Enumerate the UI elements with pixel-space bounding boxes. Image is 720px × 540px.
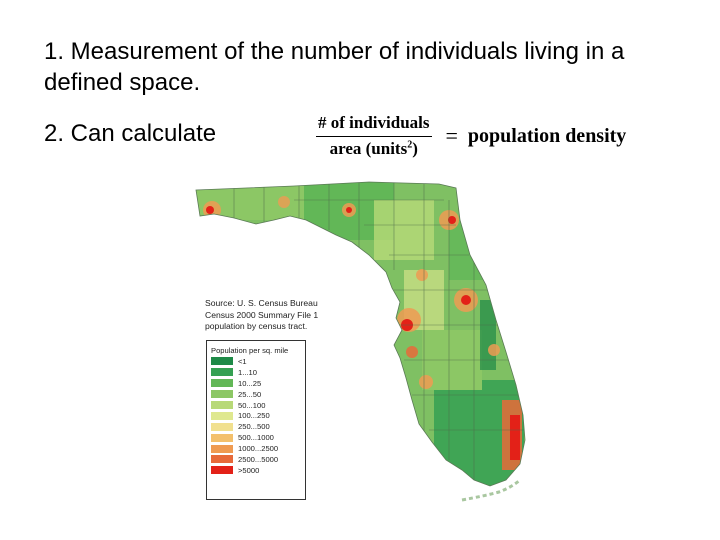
florida-landmass (195, 181, 526, 502)
legend-label: 2500...5000 (238, 454, 279, 464)
source-line: Census 2000 Summary File 1 (205, 309, 319, 320)
legend-label: 250...500 (238, 422, 270, 432)
legend-item: <1 (211, 356, 305, 367)
florida-map-graphic (195, 181, 526, 502)
legend-rows: <1 1...10 10...25 25...50 50...100 100...250 2… (211, 356, 305, 476)
legend-swatch (211, 357, 233, 366)
legend-label: <1 (238, 356, 247, 366)
legend-item: 10...25 (211, 378, 305, 389)
formula-numerator: # of individuals (316, 113, 432, 137)
source-line: population by census tract. (205, 321, 308, 331)
legend-swatch (211, 466, 233, 475)
legend-label: 500...1000 (238, 433, 274, 443)
source-line: Source: U. S. Census Bureau (205, 298, 318, 308)
legend-item: 25...50 (211, 389, 305, 400)
legend-swatch (211, 411, 233, 420)
formula-denominator-close: ) (412, 139, 418, 158)
legend-item: >5000 (211, 465, 305, 476)
legend-swatch (211, 433, 233, 442)
map-legend: Population per sq. mile <1 1...10 10...25 2… (206, 340, 306, 500)
legend-label: 50...100 (238, 400, 266, 410)
legend-item: 250...500 (211, 421, 305, 432)
legend-label: 25...50 (238, 389, 262, 399)
legend-item: 100...250 (211, 410, 305, 421)
legend-item: 1...10 (211, 367, 305, 378)
legend-label: 100...250 (238, 411, 270, 421)
formula-fraction: # of individuals area (units2) (316, 113, 432, 159)
map-source-note: Source: U. S. Census Bureau Census 2000 … (205, 298, 345, 333)
legend-item: 500...1000 (211, 432, 305, 443)
bullet-point-1: 1. Measurement of the number of individu… (44, 38, 625, 96)
legend-label: 10...25 (238, 378, 262, 388)
legend-label: 1000...2500 (238, 444, 279, 454)
florida-keys (461, 478, 521, 502)
population-density-formula: # of individuals area (units2) = populat… (316, 112, 626, 160)
formula-equals: = (445, 123, 458, 148)
legend-swatch (211, 390, 233, 399)
legend-label: >5000 (238, 465, 260, 475)
legend-swatch (211, 368, 233, 377)
legend-swatch (211, 422, 233, 431)
legend-item: 1000...2500 (211, 443, 305, 454)
bullet-point-2: 2. Can calculate (44, 120, 217, 147)
formula-result: population density (467, 124, 627, 147)
legend-item: 50...100 (211, 400, 305, 411)
legend-swatch (211, 379, 233, 388)
florida-population-map: Source: U. S. Census Bureau Census 2000 … (194, 180, 566, 528)
formula-exponent: 2 (407, 139, 413, 151)
formula-denominator-text: area (units (329, 139, 408, 158)
legend-label: 1...10 (238, 367, 257, 377)
legend-item: 2500...5000 (211, 454, 305, 465)
legend-swatch (211, 401, 233, 409)
legend-swatch (211, 455, 233, 464)
formula-denominator: area (units2) (330, 137, 418, 159)
legend-swatch (211, 444, 233, 453)
legend-title: Population per sq. mile (211, 346, 289, 355)
